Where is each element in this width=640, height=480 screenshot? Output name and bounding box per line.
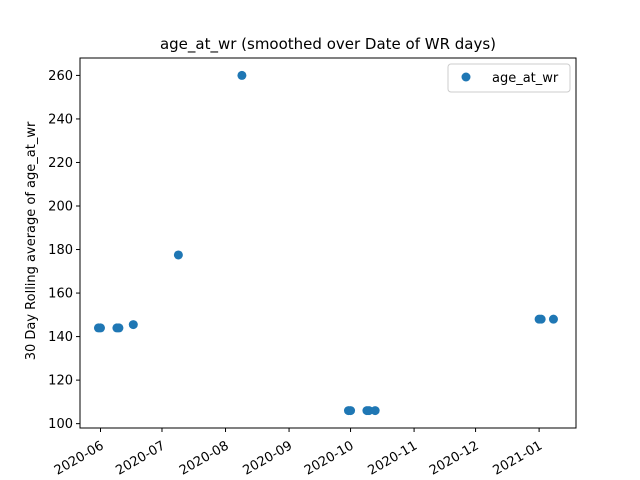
plot-frame (79, 57, 577, 429)
x-tick-label: 2020-12 (427, 438, 482, 478)
y-tick-label: 120 (48, 374, 73, 389)
legend: age_at_wr (447, 63, 571, 93)
x-tick-label: 2020-09 (241, 438, 296, 478)
data-point (370, 406, 380, 416)
data-point (364, 406, 374, 416)
chart-title: age_at_wr (smoothed over Date of WR days… (160, 35, 496, 54)
data-point (548, 314, 558, 324)
x-tick-label: 2020-06 (52, 438, 107, 478)
x-tick-label: 2020-11 (366, 438, 421, 478)
data-point (237, 70, 247, 80)
y-tick-label: 160 (48, 287, 73, 302)
legend-box (447, 63, 571, 93)
y-tick-label: 140 (48, 330, 73, 345)
y-tick-label: 180 (48, 243, 73, 258)
y-tick-label: 240 (48, 112, 73, 127)
y-axis: 100 120 140 160 180 200 220 240 260 (48, 69, 80, 432)
scatter-points (93, 70, 558, 416)
data-point (114, 323, 124, 333)
x-tick-label: 2020-08 (177, 438, 232, 478)
x-axis: 2020-06 2020-07 2020-08 2020-09 2020-10 2020-… (52, 428, 545, 479)
x-tick-label: 2020-07 (113, 438, 168, 478)
y-tick-label: 200 (48, 200, 73, 215)
x-tick-label: 2021-01 (491, 438, 546, 478)
data-point (95, 323, 105, 333)
data-point (346, 406, 356, 416)
y-tick-label: 220 (48, 156, 73, 171)
data-point (173, 250, 183, 260)
legend-marker (461, 72, 471, 82)
x-tick-label: 2020-10 (302, 438, 357, 478)
y-axis-label: 30 Day Rolling average of age_at_wr (24, 121, 39, 360)
y-tick-label: 100 (48, 417, 73, 432)
data-point (128, 320, 138, 330)
data-point (536, 314, 546, 324)
y-tick-label: 260 (48, 69, 73, 84)
legend-label: age_at_wr (492, 71, 559, 86)
